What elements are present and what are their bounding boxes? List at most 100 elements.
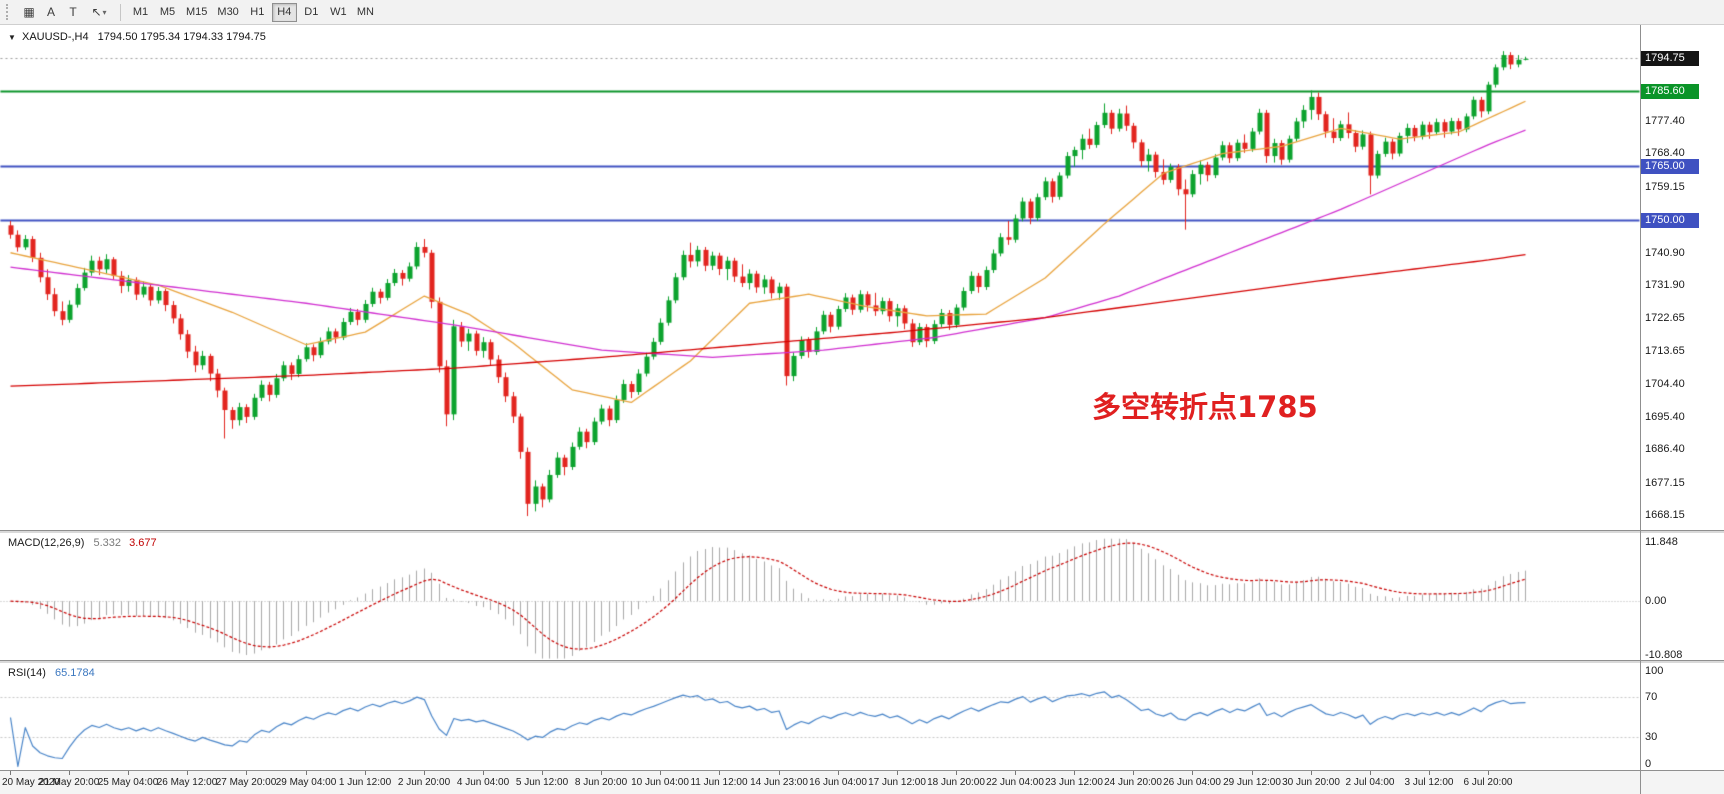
time-axis-tick — [424, 771, 425, 775]
time-axis-tick — [838, 771, 839, 775]
time-axis-label: 2 Jun 20:00 — [397, 777, 451, 788]
chart-window-icon: ▦ — [23, 5, 35, 19]
price-axis-label: 1759.15 — [1645, 181, 1685, 193]
collapse-arrow-icon[interactable]: ▼ — [8, 33, 16, 42]
price-tag-1750-00: 1750.00 — [1641, 213, 1699, 228]
time-axis-tick — [660, 771, 661, 775]
time-axis-label: 5 Jun 12:00 — [515, 777, 569, 788]
chart-ohlc-header: ▼ XAUUSD-,H4 1794.50 1795.34 1794.33 179… — [8, 31, 266, 43]
macd-axis-label: 11.848 — [1645, 536, 1678, 548]
timeframe-m15[interactable]: M15 — [182, 3, 211, 22]
time-axis-label: 29 May 04:00 — [275, 777, 337, 788]
time-axis-label: 30 Jun 20:00 — [1282, 777, 1340, 788]
time-axis-tick — [779, 771, 780, 775]
price-axis-label: 1695.40 — [1645, 411, 1685, 423]
price-axis-label: 1722.65 — [1645, 312, 1685, 324]
time-axis-label: 8 Jun 20:00 — [574, 777, 628, 788]
macd-signal-value: 3.677 — [129, 537, 157, 549]
cursor-tool-button[interactable]: ↖ ▾ — [84, 2, 114, 22]
time-axis-tick — [1133, 771, 1134, 775]
panel-divider-macd[interactable] — [0, 530, 1724, 533]
annotate-t-button[interactable]: T — [62, 2, 84, 22]
timeframe-m30[interactable]: M30 — [213, 3, 242, 22]
time-axis-label: 10 Jun 04:00 — [631, 777, 689, 788]
price-axis-label: 1686.40 — [1645, 443, 1685, 455]
timeframe-m5[interactable]: M5 — [155, 3, 180, 22]
time-axis-tick — [601, 771, 602, 775]
time-axis-label: 1 Jun 12:00 — [338, 777, 392, 788]
time-axis-tick — [1429, 771, 1430, 775]
time-axis-tick — [719, 771, 720, 775]
panel-divider-rsi[interactable] — [0, 660, 1724, 663]
rsi-axis-label: 70 — [1645, 691, 1658, 703]
time-axis-tick — [10, 771, 11, 775]
macd-axis-label: -10.808 — [1645, 649, 1683, 661]
annotate-a-icon: A — [46, 5, 55, 19]
time-axis-tick — [1488, 771, 1489, 775]
time-axis-tick — [542, 771, 543, 775]
rsi-axis-label: 100 — [1645, 665, 1664, 677]
ohlc-values: 1794.50 1795.34 1794.33 1794.75 — [97, 31, 266, 43]
chart-window-button[interactable]: ▦ — [18, 2, 40, 22]
time-axis-label: 18 Jun 20:00 — [927, 777, 985, 788]
time-axis-label: 16 Jun 04:00 — [809, 777, 867, 788]
rsi-panel-label: RSI(14) 65.1784 — [8, 667, 95, 679]
timeframe-w1[interactable]: W1 — [326, 3, 351, 22]
rsi-title: RSI(14) — [8, 667, 46, 679]
price-axis-label: 1777.40 — [1645, 115, 1685, 127]
time-axis-label: 29 Jun 12:00 — [1223, 777, 1281, 788]
time-axis-tick — [1370, 771, 1371, 775]
time-axis-label: 26 May 12:00 — [156, 777, 218, 788]
time-axis-label: 4 Jun 04:00 — [456, 777, 510, 788]
time-axis-tick — [306, 771, 307, 775]
time-axis-tick — [1015, 771, 1016, 775]
time-axis[interactable]: 20 May 2020 21 May 20:00 25 May 04:00 26 Ma… — [0, 770, 1724, 794]
price-axis-label: 1704.40 — [1645, 378, 1685, 390]
time-axis-tick — [69, 771, 70, 775]
rsi-axis-label: 0 — [1645, 758, 1652, 770]
time-axis-label: 26 Jun 04:00 — [1163, 777, 1221, 788]
time-axis-label: 2 Jul 04:00 — [1345, 777, 1395, 788]
time-axis-label: 3 Jul 12:00 — [1404, 777, 1454, 788]
time-axis-tick — [128, 771, 129, 775]
macd-axis-label: 0.00 — [1645, 595, 1667, 607]
time-axis-tick — [187, 771, 188, 775]
timeframe-d1[interactable]: D1 — [299, 3, 324, 22]
price-tag-1785-60: 1785.60 — [1641, 84, 1699, 99]
timeframe-m1[interactable]: M1 — [128, 3, 153, 22]
timeframe-h4[interactable]: H4 — [271, 2, 297, 22]
cursor-tool-icon: ↖ — [91, 5, 102, 19]
time-axis-tick — [956, 771, 957, 775]
time-axis-label: 27 May 20:00 — [215, 777, 277, 788]
annotate-t-icon: T — [69, 5, 77, 19]
annotate-a-button[interactable]: A — [40, 2, 62, 22]
time-axis-label: 23 Jun 12:00 — [1045, 777, 1103, 788]
macd-panel-label: MACD(12,26,9) 5.332 3.677 — [8, 537, 157, 549]
time-axis-tick — [483, 771, 484, 775]
rsi-axis-label: 30 — [1645, 731, 1658, 743]
toolbar: ▦ A T ↖ ▾ M1 M5 M15 M30 H1 H4 D1 W1 MN — [0, 0, 1724, 25]
price-axis-label: 1768.40 — [1645, 147, 1685, 159]
time-axis-tick — [1311, 771, 1312, 775]
timeframe-h1[interactable]: H1 — [245, 3, 270, 22]
time-axis-tick — [1074, 771, 1075, 775]
time-axis-label: 11 Jun 12:00 — [690, 777, 748, 788]
toolbar-separator — [120, 3, 121, 21]
time-axis-tick — [1252, 771, 1253, 775]
time-axis-label: 17 Jun 12:00 — [868, 777, 926, 788]
time-axis-label: 6 Jul 20:00 — [1463, 777, 1513, 788]
time-axis-label: 25 May 04:00 — [97, 777, 159, 788]
time-axis-label: 14 Jun 23:00 — [750, 777, 808, 788]
symbol-label: XAUUSD-,H4 — [21, 31, 89, 43]
price-axis-label: 1731.90 — [1645, 279, 1685, 291]
price-axis-label: 1677.15 — [1645, 477, 1685, 489]
price-axis-label: 1668.15 — [1645, 509, 1685, 521]
toolbar-grip[interactable] — [6, 4, 12, 20]
chart-text-annotation[interactable]: 多空转折点1785 — [1092, 390, 1318, 424]
time-axis-tick — [897, 771, 898, 775]
timeframe-mn[interactable]: MN — [353, 3, 378, 22]
time-axis-label: 20 May 2020 — [2, 777, 60, 788]
time-axis-label: 24 Jun 20:00 — [1104, 777, 1162, 788]
